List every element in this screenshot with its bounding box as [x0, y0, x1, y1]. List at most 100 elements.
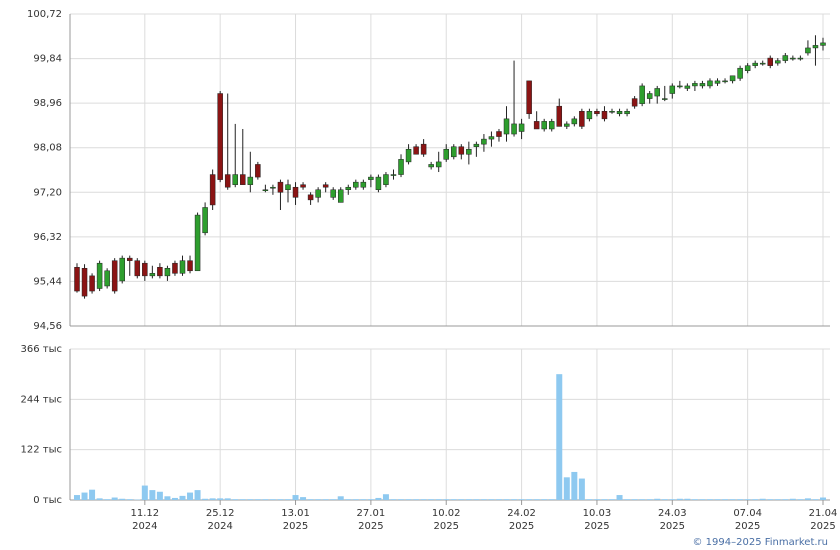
candle-body [594, 110, 600, 115]
y-tick-label: 96,32 [33, 232, 62, 243]
candle-body [345, 186, 352, 191]
candle-body [714, 80, 721, 84]
volume-bar [224, 498, 231, 500]
candle-body [451, 146, 457, 158]
volume-bar [706, 499, 713, 500]
volume-bar [194, 490, 201, 500]
volume-bar [141, 485, 148, 500]
candle-body [119, 257, 125, 282]
volume-bar [797, 499, 804, 500]
candle-body [533, 121, 540, 130]
candle-body [390, 174, 397, 176]
volume-bar [699, 499, 706, 500]
candle-body [556, 105, 563, 127]
candle-body [548, 121, 555, 130]
volume-bar [548, 499, 555, 500]
volume-bar [89, 489, 96, 500]
x-tick-label: 10.03 [583, 508, 612, 519]
volume-bar [360, 499, 367, 500]
candle-body [104, 270, 110, 287]
volume-bar [495, 499, 502, 500]
y-tick-label: 95,44 [33, 276, 62, 287]
volume-bar [74, 495, 80, 500]
volume-bar [480, 499, 487, 500]
x-tick-label: 24.02 [507, 508, 536, 519]
candle-body [375, 176, 382, 191]
candle-body [405, 148, 412, 163]
candle-body [172, 262, 178, 274]
volume-bar [759, 498, 766, 500]
candle-body [360, 181, 367, 188]
volume-bar [443, 499, 450, 500]
volume-bar [609, 499, 616, 500]
volume-bar [254, 499, 261, 500]
volume-bar [774, 499, 781, 500]
volume-bar [676, 498, 683, 500]
volume-bar [729, 499, 736, 500]
volume-bar [465, 499, 472, 500]
candle-body [217, 93, 223, 180]
volume-bar [646, 499, 653, 500]
candle-body [820, 42, 826, 46]
volume-bar [149, 490, 156, 500]
candle-body [579, 110, 585, 127]
candle-body [805, 47, 811, 54]
candle-body [413, 146, 419, 155]
candle-body [277, 181, 284, 193]
volume-bar [232, 499, 239, 500]
volume-bar [820, 497, 826, 500]
volume-tick-label: 366 тыс [21, 344, 62, 355]
candle-body [96, 262, 103, 289]
volume-bar [458, 499, 465, 500]
volume-bar [639, 499, 646, 500]
y-tick-label: 99,84 [33, 54, 62, 65]
volume-bar [428, 499, 435, 500]
candle-body [89, 275, 95, 292]
x-tick-year: 2025 [810, 521, 835, 532]
volume-bar [202, 498, 209, 500]
volume-bar [307, 499, 314, 500]
x-tick-year: 2025 [509, 521, 534, 532]
volume-bar [601, 499, 608, 500]
candle-body [609, 110, 615, 113]
candle-body [247, 176, 254, 185]
volume-bar [571, 471, 578, 500]
candle-body [224, 174, 231, 188]
volume-bar [450, 499, 457, 500]
volume-bar [654, 498, 661, 500]
volume-bar [187, 492, 194, 500]
candle-body [428, 164, 434, 168]
x-tick-year: 2024 [132, 521, 157, 532]
volume-bar [744, 499, 751, 500]
candle-body [775, 60, 781, 64]
volume-bar [624, 499, 631, 500]
candle-body [157, 266, 163, 277]
candle-body [368, 176, 374, 180]
candle-body [707, 80, 713, 87]
x-tick-label: 07.04 [733, 508, 762, 519]
volume-bar [737, 499, 744, 500]
candle-body [481, 138, 487, 145]
volume-bar [81, 492, 88, 500]
volume-bar [171, 497, 178, 500]
candle-body [149, 273, 156, 277]
candle-body [511, 123, 517, 135]
x-tick-year: 2024 [207, 521, 232, 532]
candle-body [164, 268, 171, 277]
volume-bar [586, 499, 593, 500]
candle-body [285, 184, 291, 191]
volume-bar [473, 499, 480, 500]
volume-bar [526, 499, 533, 500]
volume-bar [217, 498, 224, 500]
volume-bar [541, 499, 548, 500]
candle-body [744, 65, 751, 71]
candle-body [74, 266, 80, 292]
volume-bar [104, 499, 111, 500]
candle-body [684, 85, 691, 89]
x-tick-label: 11.12 [130, 508, 159, 519]
volume-bar [578, 478, 585, 500]
x-tick-label: 24.03 [658, 508, 687, 519]
volume-bar [420, 499, 427, 500]
volume-bar [367, 499, 374, 500]
volume-bar [330, 499, 337, 500]
